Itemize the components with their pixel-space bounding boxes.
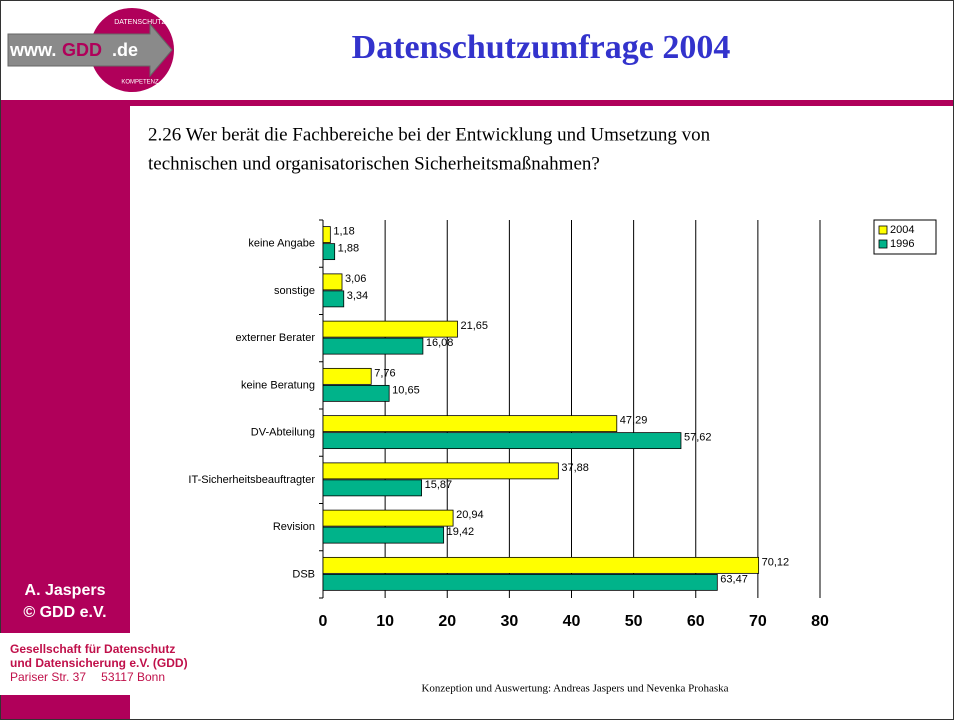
bar bbox=[322, 367, 372, 385]
x-tick-label: 10 bbox=[376, 613, 394, 630]
y-tick-label: DSB bbox=[292, 568, 315, 580]
address-box bbox=[0, 633, 175, 695]
address-line: und Datensicherung e.V. (GDD) bbox=[10, 656, 188, 670]
logo-text: .de bbox=[112, 40, 138, 60]
x-tick-label: 20 bbox=[438, 613, 456, 630]
value-label: 57,62 bbox=[684, 432, 712, 444]
bar bbox=[322, 320, 458, 338]
value-label: 63,47 bbox=[720, 573, 748, 585]
value-label: 3,34 bbox=[347, 290, 368, 302]
logo-text: KOMPETENZ bbox=[121, 80, 159, 86]
y-tick-label: Revision bbox=[273, 521, 315, 533]
value-label: 10,65 bbox=[392, 384, 420, 396]
logo: www. GDD .de DATENSCHUTZ KOMPETENZ bbox=[7, 8, 174, 92]
x-tick-label: 80 bbox=[811, 613, 829, 630]
value-label: 47,29 bbox=[620, 415, 648, 427]
x-tick-label: 0 bbox=[319, 613, 328, 630]
value-label: 16,08 bbox=[426, 337, 454, 349]
bar bbox=[322, 384, 390, 402]
x-tick-label: 60 bbox=[687, 613, 705, 630]
logo-arrow bbox=[7, 22, 173, 78]
bar bbox=[322, 462, 559, 480]
logo-text: DATENSCHUTZ bbox=[114, 19, 166, 26]
bar bbox=[322, 479, 422, 497]
legend-swatch bbox=[878, 225, 888, 235]
bar bbox=[322, 337, 424, 355]
value-label: 7,76 bbox=[374, 367, 395, 379]
author: A. Jaspers bbox=[25, 582, 106, 599]
footer: Konzeption und Auswertung: Andreas Jaspe… bbox=[421, 683, 728, 695]
value-label: 70,12 bbox=[762, 556, 790, 568]
y-tick-label: DV-Abteilung bbox=[251, 427, 315, 439]
value-label: 1,18 bbox=[333, 226, 354, 238]
legend-label: 1996 bbox=[890, 238, 914, 250]
bar bbox=[322, 573, 718, 591]
bar bbox=[322, 509, 454, 527]
x-tick-label: 50 bbox=[625, 613, 643, 630]
bar bbox=[322, 290, 345, 308]
bar bbox=[322, 526, 445, 544]
address-line: 53117 Bonn bbox=[101, 670, 165, 684]
bar bbox=[322, 432, 682, 450]
legend-label: 2004 bbox=[890, 224, 914, 236]
address-line: Gesellschaft für Datenschutz bbox=[10, 642, 175, 656]
value-label: 21,65 bbox=[461, 320, 489, 332]
value-label: 3,06 bbox=[345, 273, 366, 285]
question: 2.26 Wer berät die Fachbereiche bei der … bbox=[148, 124, 711, 145]
value-label: 15,87 bbox=[425, 479, 453, 491]
y-tick-label: externer Berater bbox=[236, 332, 316, 344]
bar bbox=[322, 243, 336, 261]
question: technischen und organisatorischen Sicher… bbox=[148, 153, 600, 174]
y-tick-label: sonstige bbox=[274, 285, 315, 297]
bar bbox=[322, 556, 760, 574]
legend-swatch bbox=[878, 239, 888, 249]
bar bbox=[322, 273, 343, 291]
bar bbox=[322, 226, 331, 244]
value-label: 37,88 bbox=[561, 462, 589, 474]
y-tick-label: keine Angabe bbox=[248, 238, 315, 250]
x-tick-label: 30 bbox=[500, 613, 518, 630]
chart: 0 10 20 30 40 50 60 70 80 keine Angabe 1,18 1,88 son… bbox=[188, 219, 937, 630]
x-tick-label: 70 bbox=[749, 613, 767, 630]
sidebar bbox=[0, 100, 130, 720]
value-label: 19,42 bbox=[447, 526, 475, 538]
legend: 2004 1996 bbox=[873, 219, 937, 255]
bar bbox=[322, 415, 618, 433]
value-label: 1,88 bbox=[338, 243, 359, 255]
logo-text: GDD bbox=[62, 40, 102, 60]
address-line: Pariser Str. 37 bbox=[10, 670, 86, 684]
x-tick-label: 40 bbox=[563, 613, 581, 630]
logo-text: www. bbox=[9, 40, 56, 60]
copyright: © GDD e.V. bbox=[23, 604, 106, 621]
header-rule bbox=[130, 100, 954, 106]
slide-title: Datenschutzumfrage 2004 bbox=[352, 29, 731, 66]
y-tick-label: keine Beratung bbox=[241, 379, 315, 391]
value-label: 20,94 bbox=[456, 509, 484, 521]
y-tick-label: IT-Sicherheitsbeauftragter bbox=[188, 474, 315, 486]
